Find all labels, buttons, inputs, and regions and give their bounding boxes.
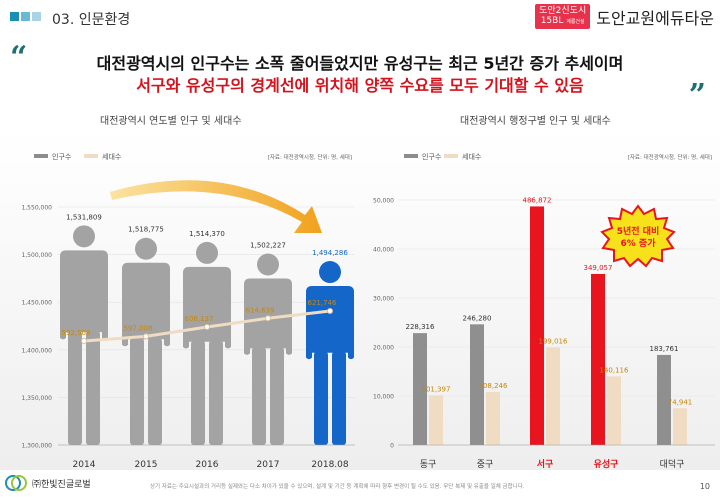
y-tick-label: 10,000 bbox=[373, 394, 394, 401]
households-value-label: 74,941 bbox=[668, 398, 693, 406]
x-tick-label: 대덕구 bbox=[660, 459, 685, 470]
logo-box-line1: 도안2신도시 bbox=[539, 6, 587, 16]
population-value-label: 228,316 bbox=[406, 323, 435, 331]
households-value-label: 592,508 bbox=[62, 329, 91, 337]
households-value-label: 108,246 bbox=[479, 382, 508, 390]
population-value-label: 1,518,775 bbox=[128, 226, 164, 234]
left-chart: 1,550,000 1,500,000 1,450,000 1,400,000 1,35… bbox=[0, 130, 360, 470]
legend-swatch-households bbox=[444, 154, 458, 158]
households-point bbox=[204, 324, 210, 331]
population-value-label: 246,280 bbox=[463, 314, 492, 322]
households-value-label: 621,746 bbox=[308, 299, 337, 307]
logo-box-line2: 15BL bbox=[540, 16, 564, 26]
population-value-label: 1,494,286 bbox=[312, 249, 348, 257]
population-bar bbox=[470, 324, 484, 445]
footer-logo: ㈜한빛진글로벌 bbox=[4, 474, 91, 492]
company-logo-icon bbox=[5, 475, 27, 491]
open-quote-icon: “ bbox=[10, 40, 28, 75]
population-bar bbox=[657, 354, 671, 445]
legend-label-households: 세대수 bbox=[102, 152, 122, 161]
legend-swatch-households bbox=[84, 154, 98, 158]
right-chart: 50,000 40,000 30,000 20,000 10,000 0 인구수 세대수 [자… bbox=[360, 130, 720, 470]
x-tick-label: 2018.08 bbox=[311, 460, 348, 470]
population-figure bbox=[60, 225, 108, 445]
legend-label-population: 인구수 bbox=[422, 152, 442, 161]
households-bar bbox=[673, 408, 687, 445]
households-value-label: 101,397 bbox=[422, 385, 451, 393]
close-quote-icon: ” bbox=[688, 78, 706, 113]
x-tick-label: 동구 bbox=[420, 459, 437, 470]
headline-line1: 대전광역시의 인구수는 소폭 줄어들었지만 유성구는 최근 5년간 증가 추세이… bbox=[96, 54, 624, 73]
footer-logo-text: ㈜한빛진글로벌 bbox=[32, 479, 91, 490]
legend-swatch-population bbox=[34, 154, 48, 158]
households-point bbox=[265, 315, 271, 322]
population-value-label: 183,761 bbox=[650, 345, 679, 353]
page-number: 10 bbox=[699, 482, 710, 491]
population-value-label: 486,872 bbox=[523, 196, 552, 204]
y-tick-label: 50,000 bbox=[373, 198, 394, 205]
growth-badge: 5년전 대비 6% 증가 bbox=[600, 204, 676, 268]
households-point bbox=[81, 338, 87, 344]
badge-line2: 6% 증가 bbox=[621, 237, 657, 249]
population-value-label: 1,502,227 bbox=[250, 241, 286, 249]
population-figure bbox=[244, 253, 292, 445]
x-tick-label: 2017 bbox=[257, 460, 280, 470]
logo-text: 도안교원에듀타운 bbox=[596, 8, 714, 28]
y-tick-label: 0 bbox=[390, 443, 394, 450]
y-tick-label: 30,000 bbox=[373, 296, 394, 303]
left-chart-source: [자료: 대전광역시청, 단위: 명, 세대] bbox=[268, 153, 352, 161]
households-point bbox=[327, 308, 333, 314]
households-bar bbox=[546, 347, 560, 445]
legend-label-population: 인구수 bbox=[52, 152, 72, 161]
headline-line2: 서구와 유성구의 경계선에 위치해 양쪽 수요를 모두 기대할 수 있음 bbox=[136, 76, 584, 95]
brand-logo: 도안2신도시 15BL 계룡건설 도안교원에듀타운 bbox=[535, 4, 714, 29]
section-title: 03. 인문환경 bbox=[52, 12, 131, 28]
logo-badge: 도안2신도시 15BL 계룡건설 bbox=[535, 4, 591, 29]
households-value-label: 140,116 bbox=[600, 366, 629, 374]
x-tick-label: 유성구 bbox=[594, 458, 619, 470]
badge-line1: 5년전 대비 bbox=[617, 225, 660, 237]
x-tick-label: 2014 bbox=[73, 460, 96, 470]
left-chart-title: 대전광역시 연도별 인구 및 세대수 bbox=[100, 116, 242, 127]
households-bar bbox=[486, 391, 500, 445]
y-tick-label: 1,450,000 bbox=[21, 300, 52, 307]
right-chart-title: 대전광역시 행정구별 인구 및 세대수 bbox=[460, 116, 611, 127]
population-value-label: 1,531,809 bbox=[66, 213, 102, 221]
households-point bbox=[143, 333, 149, 340]
y-tick-label: 1,400,000 bbox=[21, 347, 52, 354]
households-value-label: 614,639 bbox=[246, 306, 275, 314]
y-tick-label: 1,550,000 bbox=[21, 205, 52, 212]
legend-swatch-population bbox=[404, 154, 418, 158]
logo-box-small: 계룡건설 bbox=[566, 19, 585, 25]
y-tick-label: 1,500,000 bbox=[21, 252, 52, 259]
y-tick-label: 40,000 bbox=[373, 247, 394, 254]
section-squares-icon bbox=[10, 12, 41, 21]
households-value-label: 606,137 bbox=[185, 315, 214, 323]
population-bar bbox=[530, 206, 544, 445]
households-value-label: 199,016 bbox=[539, 337, 568, 345]
households-value-label: 597,008 bbox=[124, 324, 153, 332]
x-tick-label: 중구 bbox=[477, 459, 494, 470]
population-value-label: 1,514,370 bbox=[189, 230, 225, 238]
top-bar: 03. 인문환경 도안2신도시 15BL 계룡건설 도안교원에듀타운 bbox=[0, 0, 720, 40]
population-value-label: 349,057 bbox=[584, 264, 613, 272]
right-chart-source: [자료: 대전광역시청, 단위: 명, 세대] bbox=[628, 153, 712, 161]
x-tick-label: 2016 bbox=[196, 460, 219, 470]
population-figure bbox=[306, 261, 354, 445]
households-bar bbox=[429, 395, 443, 445]
y-tick-label: 1,350,000 bbox=[21, 395, 52, 402]
trend-arrow bbox=[110, 180, 322, 233]
y-tick-label: 1,300,000 bbox=[21, 443, 52, 450]
population-bar bbox=[413, 333, 427, 445]
y-tick-label: 20,000 bbox=[373, 345, 394, 352]
legend-label-households: 세대수 bbox=[462, 152, 482, 161]
households-bar bbox=[607, 376, 621, 445]
x-tick-label: 서구 bbox=[537, 458, 554, 470]
x-tick-label: 2015 bbox=[135, 460, 158, 470]
population-figure bbox=[122, 237, 170, 445]
population-bar bbox=[591, 273, 605, 445]
footer-disclaimer: 상기 자료는 주요시설과의 거리등 실제와는 다소 차이가 있을 수 있으며, … bbox=[150, 484, 525, 490]
